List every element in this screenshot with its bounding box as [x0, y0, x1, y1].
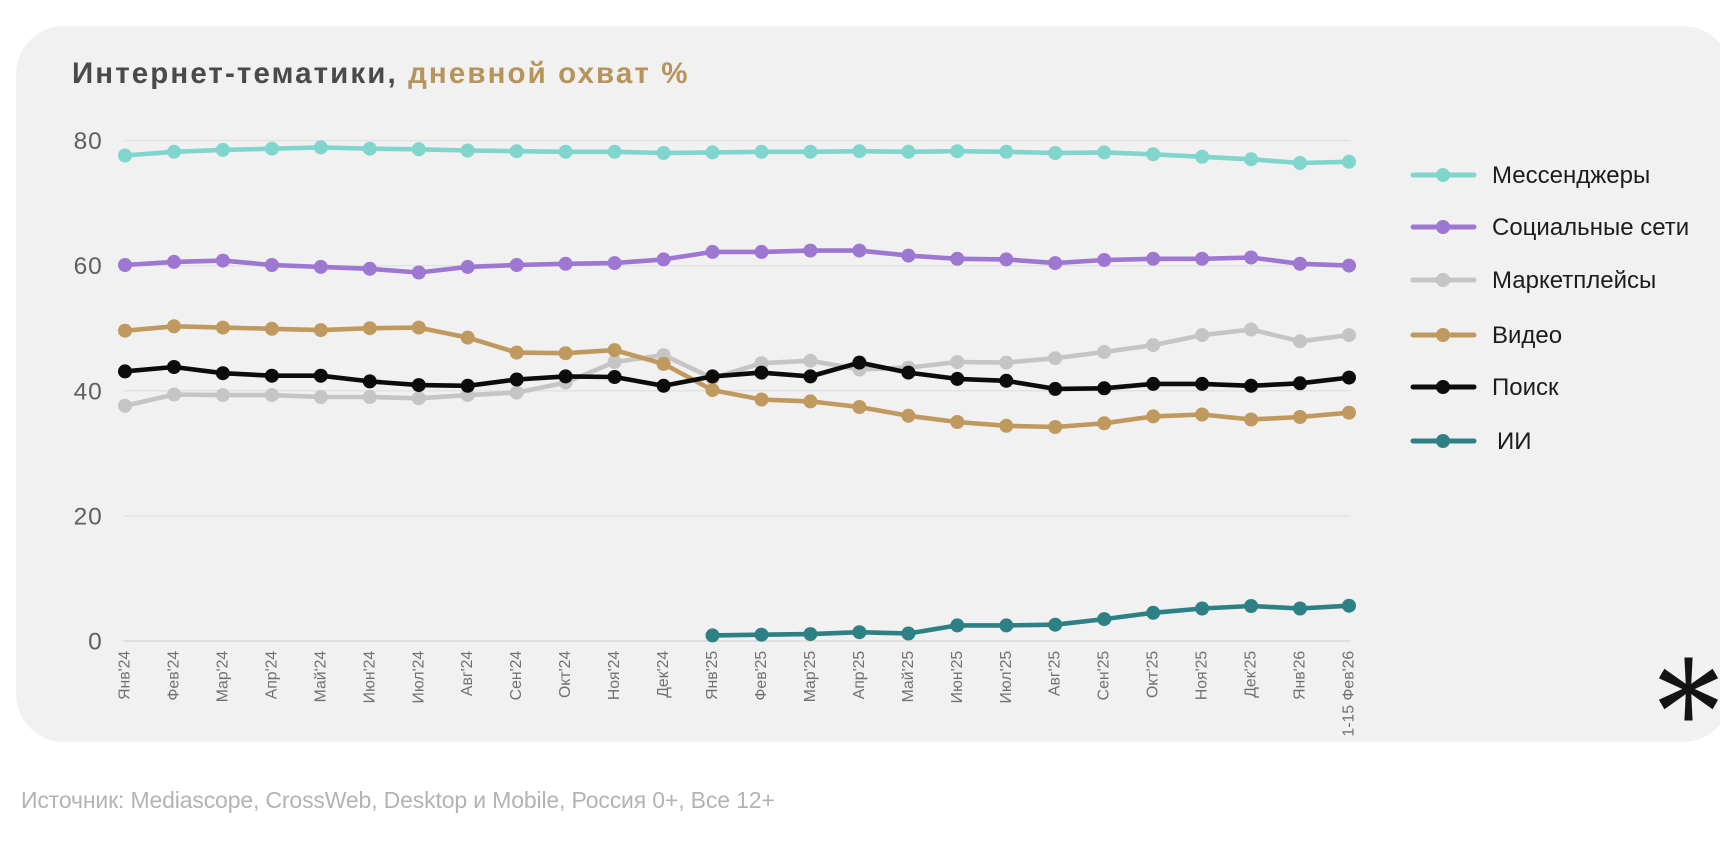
svg-text:Июн'24: Июн'24	[361, 651, 378, 704]
svg-text:Авг'24: Авг'24	[459, 651, 476, 696]
svg-text:20: 20	[74, 503, 103, 530]
svg-text:Мессенджеры: Мессенджеры	[1492, 162, 1650, 189]
svg-text:Ноя'25: Ноя'25	[1194, 651, 1211, 701]
svg-text:Видео: Видео	[1492, 322, 1562, 349]
svg-text:Окт'24: Окт'24	[557, 651, 574, 698]
svg-text:Фев'24: Фев'24	[166, 651, 183, 701]
svg-text:Май'25: Май'25	[900, 651, 917, 703]
svg-text:Сен'24: Сен'24	[508, 651, 525, 701]
svg-text:Июл'24: Июл'24	[410, 651, 427, 704]
svg-text:80: 80	[74, 128, 103, 155]
svg-text:ИИ: ИИ	[1497, 428, 1532, 455]
svg-text:Дек'25: Дек'25	[1243, 651, 1260, 698]
svg-text:0: 0	[88, 629, 102, 656]
svg-text:Янв'24: Янв'24	[117, 651, 134, 700]
svg-text:Фев'25: Фев'25	[753, 651, 770, 701]
svg-text:Мар'24: Мар'24	[214, 651, 231, 703]
svg-text:1-15 Фев'26: 1-15 Фев'26	[1341, 651, 1358, 737]
svg-text:Июн'25: Июн'25	[949, 651, 966, 704]
svg-text:Социальные сети: Социальные сети	[1492, 214, 1689, 241]
svg-text:Ноя'24: Ноя'24	[606, 651, 623, 701]
svg-text:Мар'25: Мар'25	[802, 651, 819, 703]
svg-text:Поиск: Поиск	[1492, 374, 1559, 401]
svg-text:Маркетплейсы: Маркетплейсы	[1492, 267, 1656, 294]
svg-text:60: 60	[74, 253, 103, 280]
svg-text:Июл'25: Июл'25	[998, 651, 1015, 704]
svg-text:40: 40	[74, 378, 103, 405]
svg-text:Янв'25: Янв'25	[704, 651, 721, 700]
svg-text:Апр'25: Апр'25	[851, 651, 868, 700]
svg-text:Сен'25: Сен'25	[1096, 651, 1113, 701]
svg-text:Дек'24: Дек'24	[655, 651, 672, 698]
svg-text:Окт'25: Окт'25	[1145, 651, 1162, 698]
svg-text:Янв'26: Янв'26	[1292, 651, 1309, 700]
svg-text:Апр'24: Апр'24	[263, 651, 280, 700]
svg-text:Авг'25: Авг'25	[1047, 651, 1064, 696]
svg-text:Май'24: Май'24	[312, 651, 329, 703]
